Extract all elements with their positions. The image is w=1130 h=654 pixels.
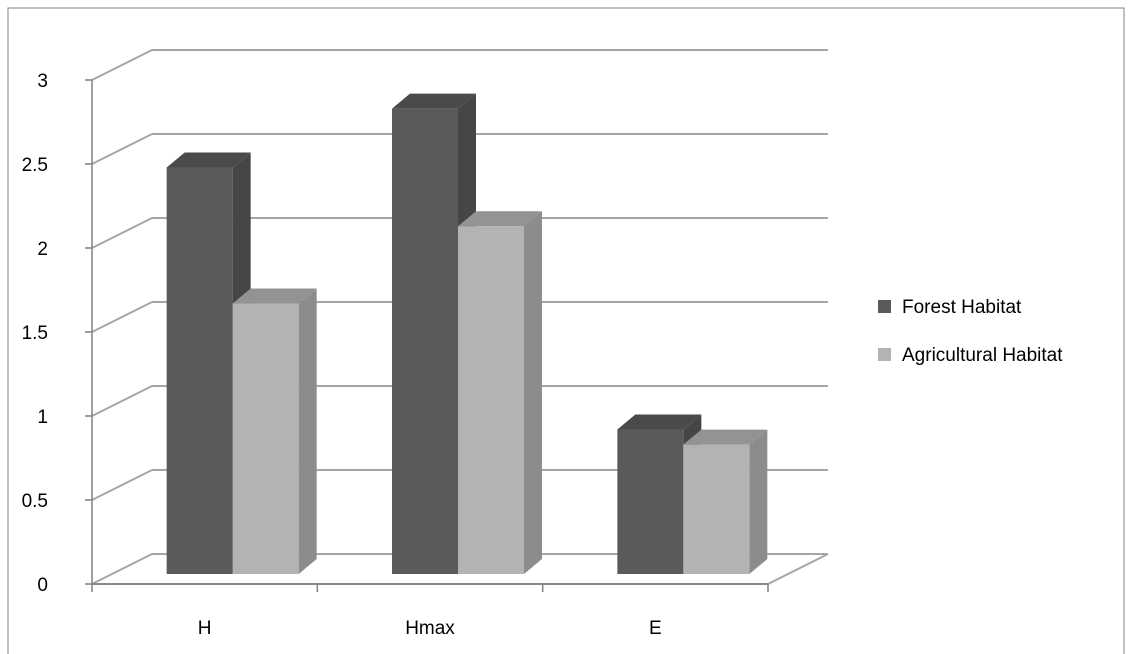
legend: Forest Habitat Agricultural Habitat [878,297,1063,366]
bar-front [617,429,684,574]
legend-swatch [878,348,891,361]
y-tick-label: 3 [37,71,48,92]
bar-top [683,429,768,445]
bar-top [617,414,702,430]
y-tick-label: 1 [37,407,48,428]
bar-top [166,152,251,168]
bar [166,152,251,574]
gridline-diagonal [91,385,153,417]
x-tick-label: E [649,618,662,639]
bar-top [458,211,542,227]
gridline-diagonal [91,217,153,249]
bar-top [392,93,476,109]
bar [232,288,317,574]
chart-border [7,7,1125,654]
bar-front [458,226,524,575]
gridline-diagonal [91,301,153,333]
legend-swatch [878,300,891,313]
gridline-diagonal [91,553,153,585]
bar-front [392,108,458,574]
y-tick-label: 2 [37,239,48,260]
bar-side [524,211,542,575]
y-tick-label: 0.5 [22,491,48,512]
bar-front [166,167,233,574]
y-tick-label: 0 [37,575,48,596]
bar-front [683,444,750,574]
gridline-diagonal [91,133,153,165]
bar [683,429,768,574]
bar [458,211,542,575]
bar-top [232,288,317,304]
axis-layer: 0 0.5 1 1.5 2 2.5 3 H Hmax E [22,71,769,639]
bars-layer [166,93,768,575]
bar-side [298,288,317,574]
y-tick-label: 2.5 [22,155,48,176]
floor-edge [767,553,829,585]
x-tick-label: H [198,618,212,639]
gridline-diagonal [91,49,153,81]
x-tick-label: Hmax [405,618,455,639]
bar-side [749,429,768,574]
bar-front [232,303,299,574]
legend-label: Forest Habitat [902,297,1022,318]
y-tick-label: 1.5 [22,323,48,344]
gridline-diagonal [91,469,153,501]
legend-label: Agricultural Habitat [902,345,1063,366]
